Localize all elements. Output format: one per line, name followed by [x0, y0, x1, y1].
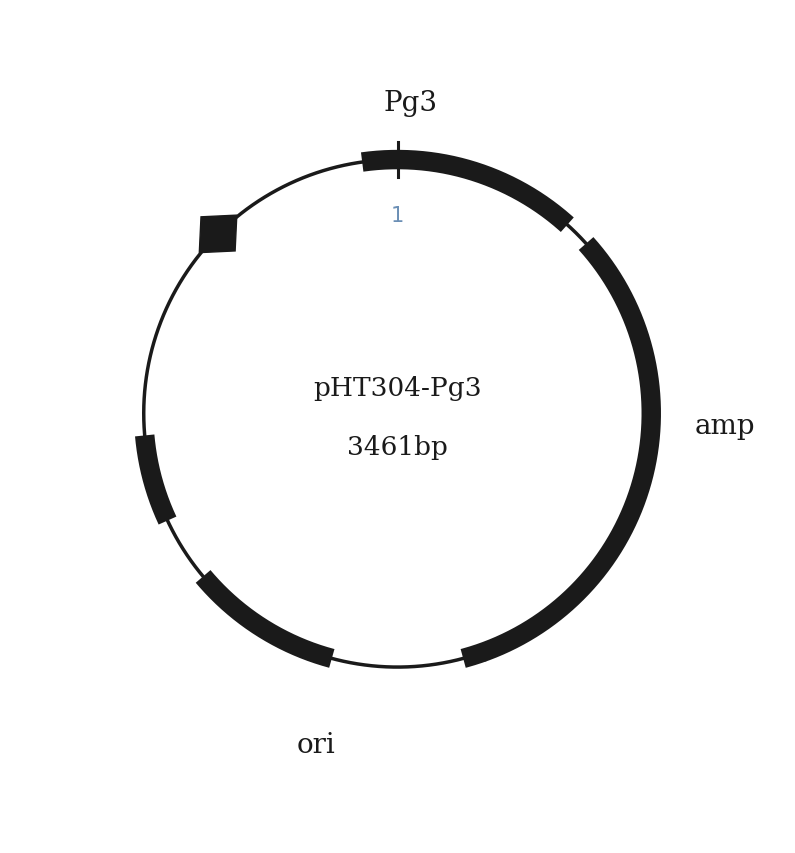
Text: 1: 1 [391, 206, 404, 226]
Text: amp: amp [694, 413, 755, 440]
Text: ori: ori [297, 731, 335, 757]
Text: 3461bp: 3461bp [347, 434, 448, 459]
Text: pHT304-Pg3: pHT304-Pg3 [313, 376, 482, 401]
Polygon shape [200, 216, 237, 253]
Text: Pg3: Pg3 [383, 90, 437, 117]
